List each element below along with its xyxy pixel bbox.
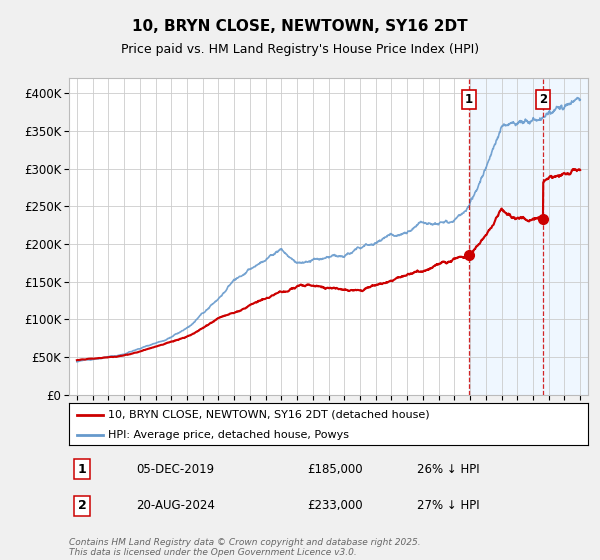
Text: 20-AUG-2024: 20-AUG-2024: [136, 499, 215, 512]
Bar: [469, 78, 588, 395]
Text: 27% ↓ HPI: 27% ↓ HPI: [417, 499, 479, 512]
Text: Contains HM Land Registry data © Crown copyright and database right 2025.
This d: Contains HM Land Registry data © Crown c…: [69, 538, 421, 557]
Text: 10, BRYN CLOSE, NEWTOWN, SY16 2DT (detached house): 10, BRYN CLOSE, NEWTOWN, SY16 2DT (detac…: [108, 410, 430, 420]
Text: 1: 1: [77, 463, 86, 476]
Text: £233,000: £233,000: [308, 499, 364, 512]
Text: 10, BRYN CLOSE, NEWTOWN, SY16 2DT: 10, BRYN CLOSE, NEWTOWN, SY16 2DT: [132, 19, 468, 34]
Text: HPI: Average price, detached house, Powys: HPI: Average price, detached house, Powy…: [108, 430, 349, 440]
Text: 05-DEC-2019: 05-DEC-2019: [136, 463, 215, 476]
Text: £185,000: £185,000: [308, 463, 364, 476]
Text: 2: 2: [539, 92, 547, 106]
Text: Price paid vs. HM Land Registry's House Price Index (HPI): Price paid vs. HM Land Registry's House …: [121, 43, 479, 56]
Text: 2: 2: [77, 499, 86, 512]
Text: 26% ↓ HPI: 26% ↓ HPI: [417, 463, 479, 476]
Text: 1: 1: [465, 92, 473, 106]
